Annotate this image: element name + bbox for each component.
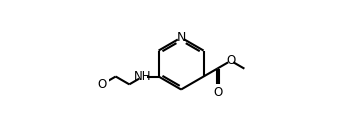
Text: O: O	[226, 54, 235, 67]
Text: NH: NH	[134, 70, 152, 83]
Text: O: O	[213, 86, 223, 99]
Text: O: O	[97, 78, 107, 91]
Text: N: N	[176, 31, 186, 44]
